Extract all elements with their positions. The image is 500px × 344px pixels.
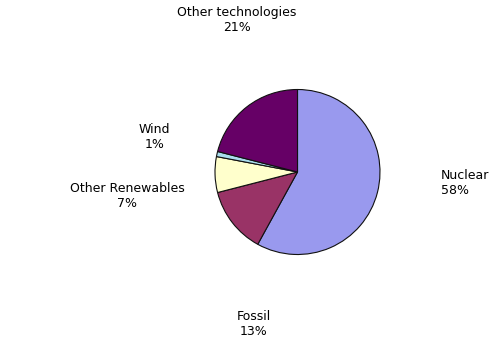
Text: Other technologies
21%: Other technologies 21% [178, 6, 296, 34]
Text: Other Renewables
7%: Other Renewables 7% [70, 182, 184, 210]
Wedge shape [258, 89, 380, 255]
Wedge shape [215, 157, 298, 193]
Wedge shape [216, 151, 298, 172]
Text: Fossil
13%: Fossil 13% [236, 310, 270, 338]
Wedge shape [218, 172, 298, 244]
Text: Wind
1%: Wind 1% [138, 123, 170, 151]
Wedge shape [218, 89, 298, 172]
Text: Nuclear
58%: Nuclear 58% [440, 169, 489, 197]
